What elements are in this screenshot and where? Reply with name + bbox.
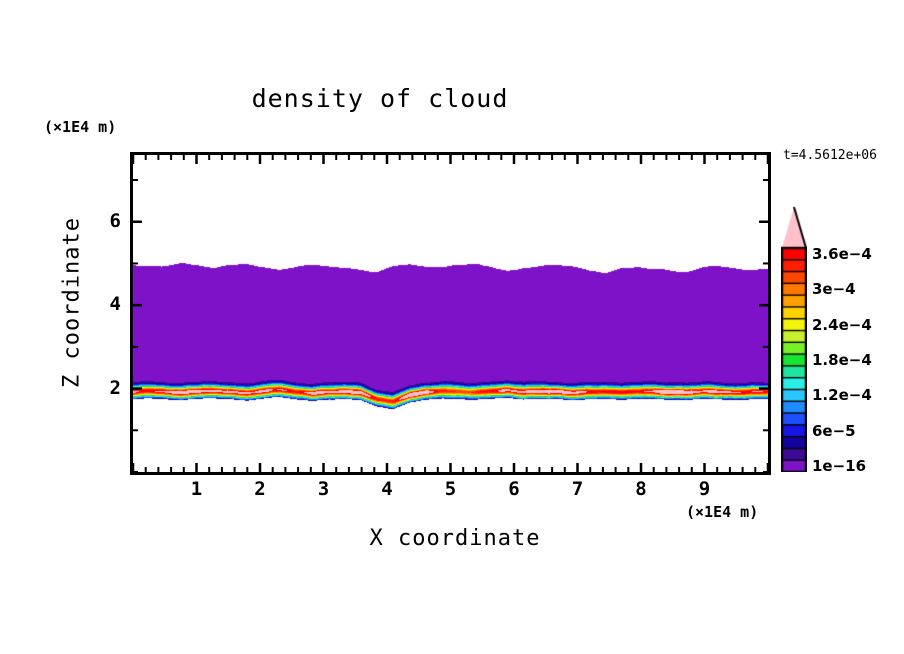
colorbar-gradient	[781, 206, 807, 472]
x-tick-label: 1	[190, 478, 203, 500]
x-axis-unit-label: (×1E4 m)	[686, 503, 759, 521]
y-axis-title: Z coordinate	[59, 217, 85, 388]
colorbar-tick-label: 1.2e−4	[812, 386, 872, 405]
y-tick-label: 6	[109, 209, 121, 232]
colorbar-tick-label: 3.6e−4	[812, 244, 872, 263]
y-tick-label: 4	[109, 293, 121, 316]
x-tick-label: 3	[317, 478, 330, 500]
x-tick-label: 7	[571, 478, 584, 500]
plot-area[interactable]	[130, 152, 771, 475]
x-tick-label: 4	[381, 478, 393, 500]
page-title: density of cloud	[251, 84, 509, 113]
x-tick-label: 9	[698, 478, 711, 500]
x-axis-title: X coordinate	[369, 526, 541, 551]
colorbar[interactable]	[781, 206, 807, 472]
density-field-plot	[133, 155, 768, 472]
y-axis-unit-label: (×1E4 m)	[44, 118, 117, 136]
timestamp-annotation: t=4.5612e+06	[783, 148, 877, 163]
colorbar-tick-label: 1e−16	[812, 457, 867, 476]
colorbar-tick-label: 2.4e−4	[812, 315, 872, 334]
colorbar-tick-label: 3e−4	[812, 280, 856, 299]
x-tick-label: 6	[508, 478, 520, 500]
colorbar-tick-label: 1.8e−4	[812, 351, 872, 369]
colorbar-tick-label: 6e−5	[812, 421, 856, 440]
y-tick-label: 2	[109, 376, 121, 399]
x-tick-label: 8	[635, 478, 647, 500]
x-tick-label: 5	[444, 478, 457, 500]
x-tick-label: 2	[254, 478, 266, 500]
